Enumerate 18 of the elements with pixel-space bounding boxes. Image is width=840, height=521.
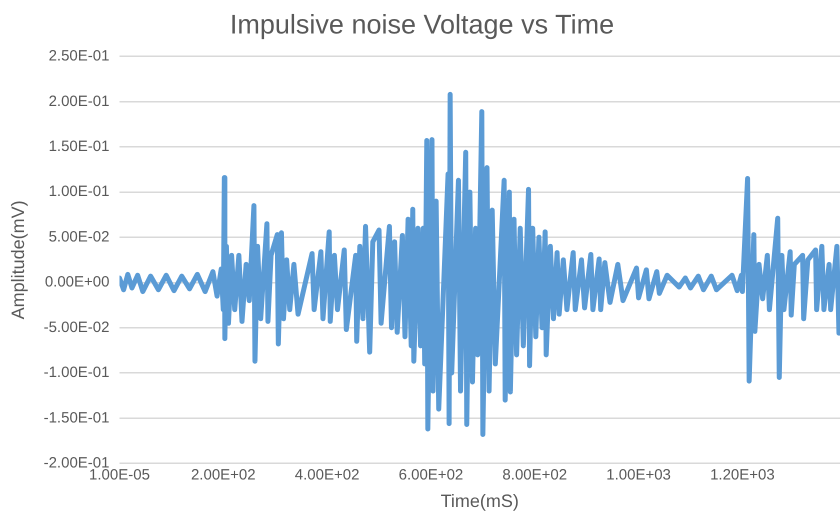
x-tick-label: 6.00E+02 (398, 466, 464, 484)
y-axis-title: Amplitude(mV) (8, 200, 28, 320)
x-tick-label: 1.00E+03 (606, 466, 671, 484)
y-tick-label: -1.00E-01 (44, 364, 110, 382)
y-tick-label: 2.50E-01 (48, 48, 110, 65)
x-tick-label: 2.00E+02 (190, 466, 256, 484)
y-tick-label: 1.00E-01 (48, 183, 110, 200)
y-tick-label: 0.00E+00 (44, 274, 110, 291)
chart-title: Impulsive noise Voltage vs Time (230, 10, 614, 40)
y-tick-label: 1.50E-01 (48, 138, 110, 155)
y-tick-label: -5.00E-02 (44, 318, 110, 336)
x-tick-label: 4.00E+02 (294, 466, 360, 484)
y-tick-label: 2.00E-01 (48, 92, 110, 110)
x-tick-label: 8.00E+02 (502, 466, 568, 484)
x-tick-label: 1.20E+03 (710, 466, 775, 484)
y-tick-label: -1.50E-01 (44, 409, 110, 426)
x-axis-title: Time(mS) (440, 491, 519, 512)
y-tick-label: 5.00E-02 (48, 228, 110, 246)
